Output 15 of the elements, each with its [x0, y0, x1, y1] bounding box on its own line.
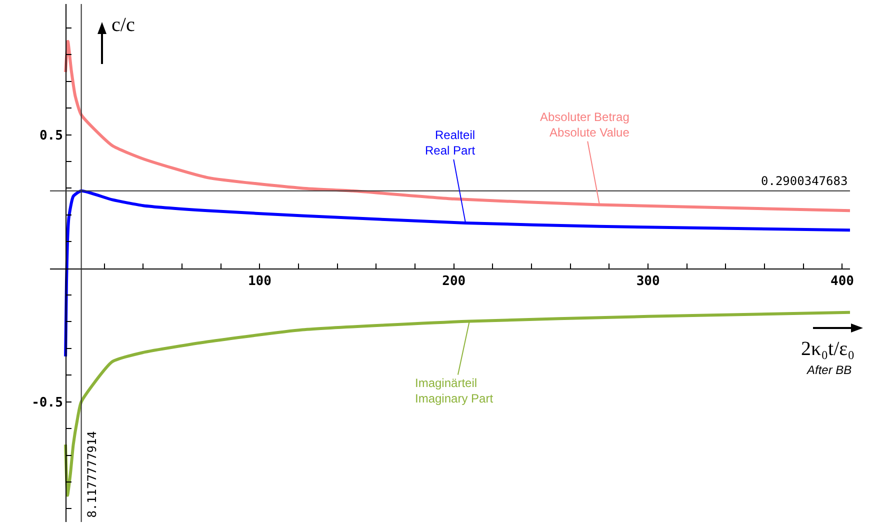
- line-series: [64, 40, 850, 212]
- x-tick-label: 400: [830, 274, 854, 290]
- x-tick-label: 200: [442, 274, 466, 290]
- ref-line-label: 8.1177777914: [84, 431, 99, 518]
- x-axis-title: 2κ₀t/ε₀: [801, 338, 855, 362]
- annotation: Imaginärteil Imaginary Part: [415, 376, 494, 406]
- ref-line-label: 0.2900347683: [761, 174, 848, 188]
- y-tick-label: -0.5: [32, 395, 63, 410]
- annotation: Absoluter Betrag Absolute Value: [540, 110, 630, 140]
- x-tick-label: 100: [248, 274, 272, 290]
- y-axis-title: c/c: [112, 14, 135, 37]
- annotation: After BB: [807, 363, 852, 377]
- annotation: Realteil Real Part: [425, 128, 476, 158]
- y-tick-label: 0.5: [39, 128, 63, 144]
- x-tick-label: 300: [636, 274, 660, 290]
